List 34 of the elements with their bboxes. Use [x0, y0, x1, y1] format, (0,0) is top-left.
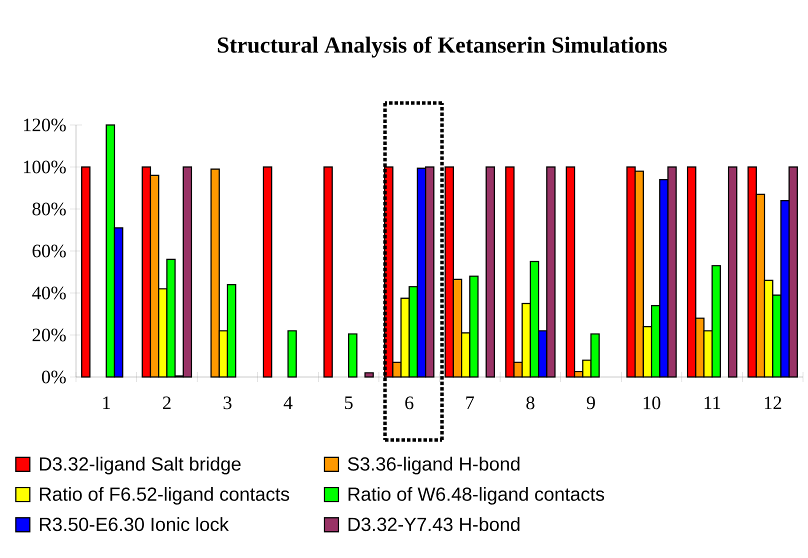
x-tick-label: 10: [644, 396, 660, 410]
y-tick-label: 120%: [24, 118, 66, 132]
x-tick-label: 4: [284, 396, 292, 409]
x-tick-label: 6: [405, 396, 414, 410]
bar: [348, 333, 358, 378]
bar: [287, 330, 297, 378]
x-tick-label: 5: [344, 396, 353, 410]
x-tick-label: 8: [526, 396, 534, 410]
legend-label: D3.32-Y7.43 H-bond: [348, 517, 520, 532]
y-tick-label: 20%: [32, 328, 66, 342]
x-tick-label: 3: [224, 396, 232, 410]
bar: [728, 166, 738, 378]
x-tick-label: 11: [704, 396, 720, 410]
y-tick-label: 80%: [32, 202, 66, 216]
legend-label: D3.32-ligand Salt bridge: [40, 456, 241, 474]
legend-label: S3.36-ligand H-bond: [348, 456, 520, 474]
y-tick-label: 0%: [42, 370, 66, 384]
x-tick-label: 12: [764, 396, 782, 410]
bar: [262, 166, 272, 378]
bar: [323, 166, 333, 378]
y-tick-label: 40%: [32, 286, 66, 300]
x-tick-label: 7: [466, 396, 474, 409]
x-tick-label: 1: [103, 396, 110, 410]
legend-label: R3.50-E6.30 Ionic lock: [40, 517, 229, 532]
legend-label: Ratio of F6.52-ligand contacts: [40, 486, 290, 505]
y-tick-label: 100%: [24, 160, 66, 174]
bar: [364, 372, 374, 378]
x-tick-label: 9: [586, 396, 595, 410]
y-tick-label: 60%: [32, 244, 66, 258]
bar: [81, 166, 90, 378]
legend-label: Ratio of W6.48-ligand contacts: [348, 486, 604, 505]
chart-title: Structural Analysis of Ketanserin Simulations: [218, 36, 667, 58]
x-tick-label: 2: [162, 396, 171, 410]
bar: [486, 166, 495, 378]
